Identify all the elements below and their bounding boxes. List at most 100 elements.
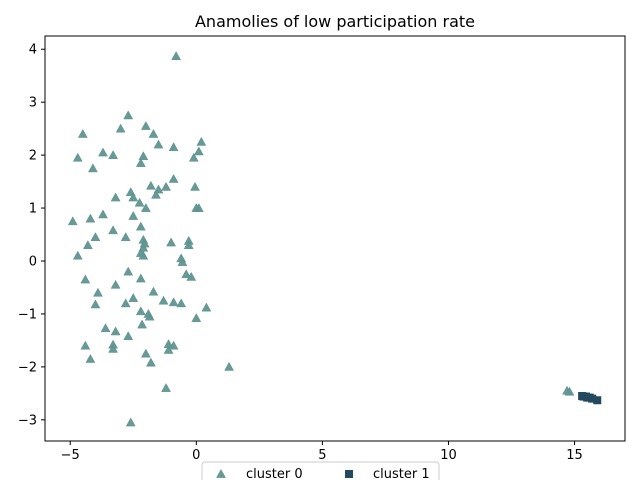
- cluster-0-point: [80, 340, 91, 350]
- cluster-0-point: [134, 197, 145, 207]
- legend-marker-cluster-0: [216, 468, 226, 478]
- cluster-0-point: [224, 361, 235, 371]
- cluster-0-point: [108, 343, 119, 353]
- cluster-0-point: [138, 250, 149, 260]
- cluster-0-point: [93, 287, 103, 297]
- cluster-0-point: [82, 240, 93, 249]
- cluster-0-point: [67, 216, 78, 226]
- x-tick-label: 0: [192, 448, 200, 463]
- cluster-0-point: [128, 210, 139, 220]
- cluster-0-point: [188, 152, 199, 162]
- cluster-0-point: [166, 237, 177, 247]
- cluster-0-point: [72, 152, 83, 162]
- cluster-0-point: [87, 163, 98, 173]
- cluster-0-point: [98, 209, 108, 219]
- cluster-0-point: [128, 293, 139, 302]
- cluster-0-point: [168, 297, 179, 307]
- cluster-0-point: [163, 344, 174, 354]
- cluster-0-point: [190, 181, 200, 191]
- cluster-0-point: [90, 299, 101, 309]
- x-tick-label: −5: [61, 448, 80, 463]
- cluster-0-point: [140, 348, 151, 358]
- cluster-0-point: [77, 128, 88, 138]
- cluster-0-point: [98, 147, 108, 157]
- cluster-0-point: [148, 286, 159, 296]
- cluster-0-point: [100, 323, 111, 333]
- y-tick-label: −1: [18, 307, 37, 322]
- cluster-0-point: [168, 340, 179, 350]
- cluster-0-point: [135, 221, 146, 231]
- cluster-1-point: [588, 394, 597, 403]
- cluster-0-point: [110, 279, 121, 289]
- cluster-0-point: [140, 120, 151, 130]
- cluster-0-point: [148, 128, 159, 138]
- cluster-0-point: [177, 257, 188, 266]
- cluster-0-point: [135, 273, 146, 283]
- cluster-0-point: [153, 139, 164, 149]
- cluster-0-point: [123, 110, 134, 120]
- cluster-0-point: [115, 123, 126, 133]
- cluster-0-point: [168, 173, 179, 183]
- cluster-0-point: [161, 383, 171, 392]
- y-tick-label: 2: [29, 149, 37, 164]
- legend-label-cluster-1: cluster 1: [373, 467, 430, 480]
- cluster-0-point: [120, 298, 131, 308]
- cluster-0-point: [168, 142, 179, 152]
- x-axis: −5 0 5 10 15: [61, 441, 583, 463]
- cluster-0-point: [138, 151, 149, 161]
- legend-box: [201, 461, 440, 480]
- legend: cluster 0 cluster 1: [201, 461, 440, 480]
- cluster-0-point: [145, 180, 156, 190]
- cluster-0-point: [201, 302, 212, 312]
- cluster-0-point: [123, 266, 134, 276]
- y-tick-label: 0: [29, 255, 37, 270]
- cluster-0-point: [140, 203, 151, 212]
- cluster-0-point: [110, 192, 121, 202]
- cluster-0-point: [176, 298, 187, 308]
- cluster-0-point: [137, 319, 148, 329]
- plot-markers: [67, 51, 602, 427]
- cluster-0-point: [90, 232, 101, 242]
- cluster-0-point: [171, 51, 182, 60]
- cluster-0-point: [193, 146, 204, 156]
- cluster-0-point: [564, 386, 575, 396]
- cluster-0-point: [85, 353, 96, 363]
- x-tick-label: 10: [440, 448, 457, 463]
- y-tick-label: −2: [18, 360, 37, 375]
- cluster-0-point: [158, 295, 169, 305]
- y-tick-label: −3: [18, 413, 37, 428]
- cluster-0-point: [125, 417, 136, 427]
- x-tick-label: 5: [318, 448, 326, 463]
- cluster-0-point: [186, 271, 197, 281]
- cluster-0-point: [183, 240, 194, 249]
- cluster-0-point: [123, 331, 134, 341]
- cluster-0-point: [181, 269, 192, 279]
- cluster-0-point: [151, 189, 161, 199]
- cluster-0-point: [120, 232, 131, 242]
- cluster-0-point: [191, 313, 202, 323]
- cluster-0-point: [135, 158, 146, 167]
- cluster-0-point: [193, 203, 204, 212]
- legend-marker-cluster-1: [345, 470, 353, 478]
- legend-label-cluster-0: cluster 0: [246, 467, 303, 480]
- cluster-0-point: [80, 274, 91, 284]
- cluster-0-point: [72, 250, 83, 260]
- y-tick-label: 3: [29, 96, 37, 111]
- cluster-0-point: [85, 213, 96, 223]
- y-tick-label: 4: [29, 43, 37, 58]
- cluster-0-point: [128, 192, 139, 202]
- cluster-0-point: [108, 225, 119, 235]
- cluster-1-point: [593, 396, 602, 405]
- cluster-0-point: [196, 136, 207, 146]
- cluster-0-point: [110, 326, 121, 336]
- y-axis: −3 −2 −1 0 1 2 3 4: [18, 43, 45, 428]
- cluster-0-point: [145, 357, 156, 367]
- x-tick-label: 15: [566, 448, 583, 463]
- cluster-0-point: [144, 311, 155, 321]
- cluster-0-point: [108, 150, 119, 159]
- chart-title: Anamolies of low participation rate: [195, 12, 475, 31]
- cluster-0-point: [135, 306, 146, 316]
- cluster-0-point: [161, 181, 171, 191]
- plot-frame: [44, 35, 626, 442]
